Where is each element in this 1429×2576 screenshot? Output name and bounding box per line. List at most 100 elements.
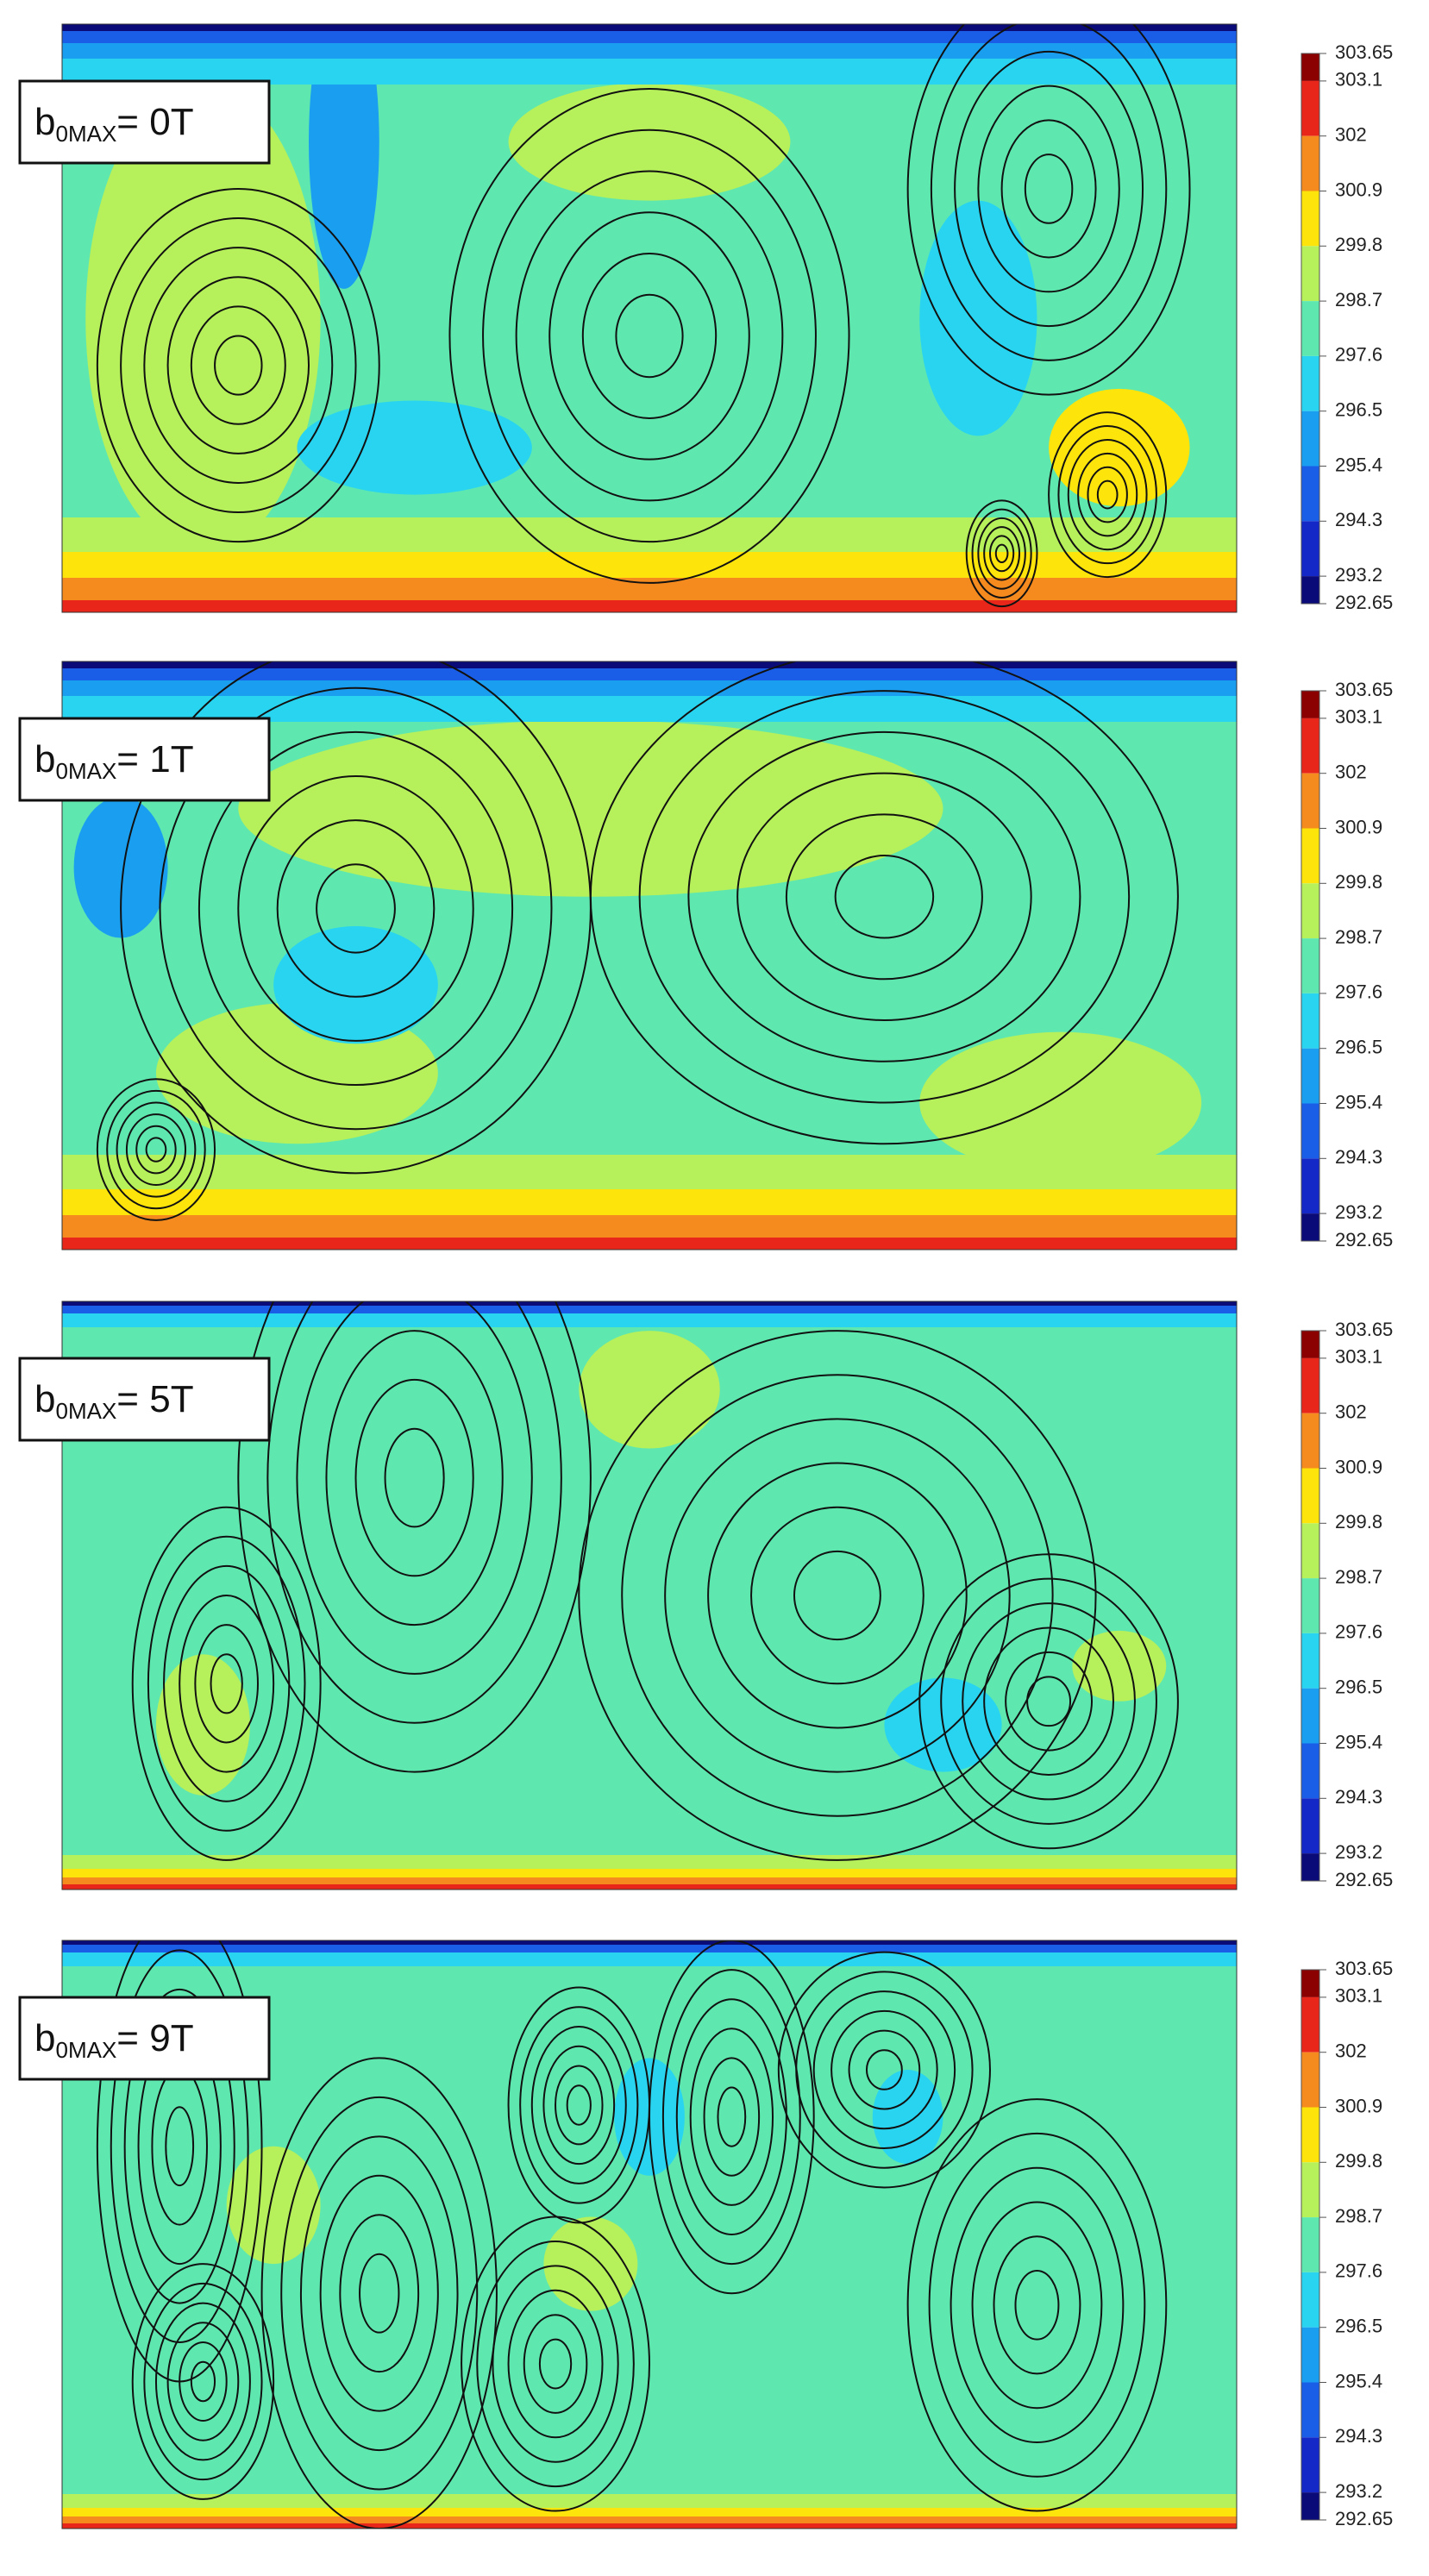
streamline bbox=[993, 2235, 1081, 2375]
colorbar-tick-label: 303.65 bbox=[1335, 1319, 1393, 1340]
label-box bbox=[18, 1996, 271, 2081]
streamline bbox=[194, 1624, 259, 1744]
colorbar-tick-label: 295.4 bbox=[1335, 1091, 1382, 1113]
streamline bbox=[548, 211, 750, 461]
panel bbox=[61, 1940, 1238, 2529]
streamline bbox=[1005, 1651, 1094, 1752]
streamline bbox=[581, 252, 718, 419]
colorbar-tick-label: 299.8 bbox=[1335, 1511, 1382, 1532]
panel-label: b0MAX= 0T bbox=[18, 79, 271, 165]
top-band bbox=[62, 661, 1237, 668]
label-sub: 0MAX bbox=[55, 121, 116, 147]
colorbar-band bbox=[1301, 576, 1319, 604]
colorbar-tick-label: 294.3 bbox=[1335, 2425, 1382, 2447]
streamline bbox=[325, 1330, 504, 1626]
colorbar-tick-label: 295.4 bbox=[1335, 1731, 1382, 1752]
streamline bbox=[555, 2065, 604, 2146]
colorbar-tick-label: 298.7 bbox=[1335, 926, 1382, 948]
temperature-blob bbox=[1072, 1630, 1167, 1702]
colorbar-band bbox=[1301, 1798, 1319, 1854]
colorbar-tick-label: 293.2 bbox=[1335, 2480, 1382, 2502]
colorbar-tick-label: 296.5 bbox=[1335, 1037, 1382, 1058]
label-box bbox=[18, 79, 271, 165]
label-sub: 0MAX bbox=[55, 2037, 116, 2063]
colorbar-tick-label: 302 bbox=[1335, 762, 1367, 783]
temperature-blob bbox=[238, 720, 943, 897]
temperature-blob bbox=[273, 925, 438, 1044]
streamline bbox=[707, 1462, 968, 1729]
streamline bbox=[930, 24, 1168, 361]
streamline bbox=[163, 1564, 291, 1802]
label-text: b0MAX= 9T bbox=[34, 2017, 194, 2063]
streamline bbox=[940, 1577, 1157, 1825]
streamline bbox=[296, 1301, 533, 1675]
streamline bbox=[988, 535, 1015, 573]
colorbar-tick-label: 297.6 bbox=[1335, 2260, 1382, 2282]
colorbar-band bbox=[1301, 466, 1319, 522]
colorbar-tick-label: 298.7 bbox=[1335, 2205, 1382, 2227]
top-band bbox=[62, 1940, 1237, 1945]
streamline bbox=[848, 2029, 921, 2110]
streamline bbox=[977, 517, 1026, 590]
streamline bbox=[316, 863, 396, 954]
streamline bbox=[190, 2360, 216, 2403]
bottom-band bbox=[62, 1884, 1237, 1890]
colorbar-band bbox=[1301, 355, 1319, 411]
streamline bbox=[950, 2166, 1125, 2443]
streamline bbox=[280, 2096, 479, 2491]
streamline bbox=[110, 1949, 249, 2344]
colorbar-tick-label: 302 bbox=[1335, 2040, 1367, 2062]
temperature-blob bbox=[508, 83, 791, 201]
streamline bbox=[339, 2214, 420, 2373]
colorbar-band bbox=[1301, 521, 1319, 577]
streamline bbox=[190, 305, 286, 425]
colorbar-band bbox=[1301, 883, 1319, 939]
colorbar-tick-label: 295.4 bbox=[1335, 454, 1382, 475]
streamline bbox=[299, 2135, 459, 2452]
colorbar-band bbox=[1301, 2327, 1319, 2383]
temperature-blob bbox=[155, 1654, 250, 1796]
streamline bbox=[179, 2341, 228, 2422]
label-box bbox=[18, 717, 271, 802]
streamline bbox=[1057, 425, 1157, 565]
label-rest: = 5T bbox=[116, 1378, 193, 1420]
streamline bbox=[492, 2265, 619, 2463]
streamline bbox=[1000, 119, 1097, 259]
colorbar-tick-label: 302 bbox=[1335, 1401, 1367, 1423]
colorbar-tick-label: 295.4 bbox=[1335, 2370, 1382, 2391]
temperature-blob bbox=[85, 83, 321, 554]
streamline bbox=[214, 335, 263, 396]
colorbar: 303.65 303.1 302 300.9 299.8 298.7 297.6 296.5 2… bbox=[1301, 41, 1393, 613]
streamline bbox=[1026, 1676, 1072, 1727]
streamline bbox=[918, 1553, 1179, 1850]
colorbar-tick-label: 303.1 bbox=[1335, 69, 1382, 91]
colorbar-tick-label: 293.2 bbox=[1335, 564, 1382, 586]
colorbar-tick-label: 294.3 bbox=[1335, 1146, 1382, 1168]
streamline bbox=[166, 276, 310, 454]
colorbar-tick-label: 297.6 bbox=[1335, 981, 1382, 1003]
colorbar-tick-label: 303.65 bbox=[1335, 679, 1393, 700]
streamline bbox=[578, 1330, 1097, 1861]
temperature-blob bbox=[919, 200, 1037, 436]
streamline bbox=[507, 1986, 651, 2224]
streamline bbox=[542, 2045, 616, 2165]
streamline bbox=[621, 1374, 1054, 1817]
colorbar-border bbox=[1301, 690, 1320, 1242]
plot-border bbox=[61, 1940, 1238, 2529]
streamline bbox=[1096, 479, 1119, 510]
streamline bbox=[566, 2084, 592, 2126]
colorbar-band bbox=[1301, 411, 1319, 467]
streamline bbox=[1077, 452, 1138, 537]
colorbar-tick-label: 297.6 bbox=[1335, 1621, 1382, 1643]
streamline bbox=[123, 1988, 235, 2304]
streamline bbox=[515, 170, 784, 502]
colorbar-tick-label: 303.1 bbox=[1335, 1346, 1382, 1368]
streamline bbox=[1048, 411, 1168, 579]
streamline bbox=[154, 2302, 251, 2461]
plot-border bbox=[61, 1301, 1238, 1890]
bottom-band bbox=[62, 1238, 1237, 1250]
colorbar-tick-label: 293.2 bbox=[1335, 1841, 1382, 1863]
label-box bbox=[18, 1357, 271, 1442]
streamline bbox=[197, 730, 514, 1087]
colorbar-tick-label: 297.6 bbox=[1335, 344, 1382, 366]
